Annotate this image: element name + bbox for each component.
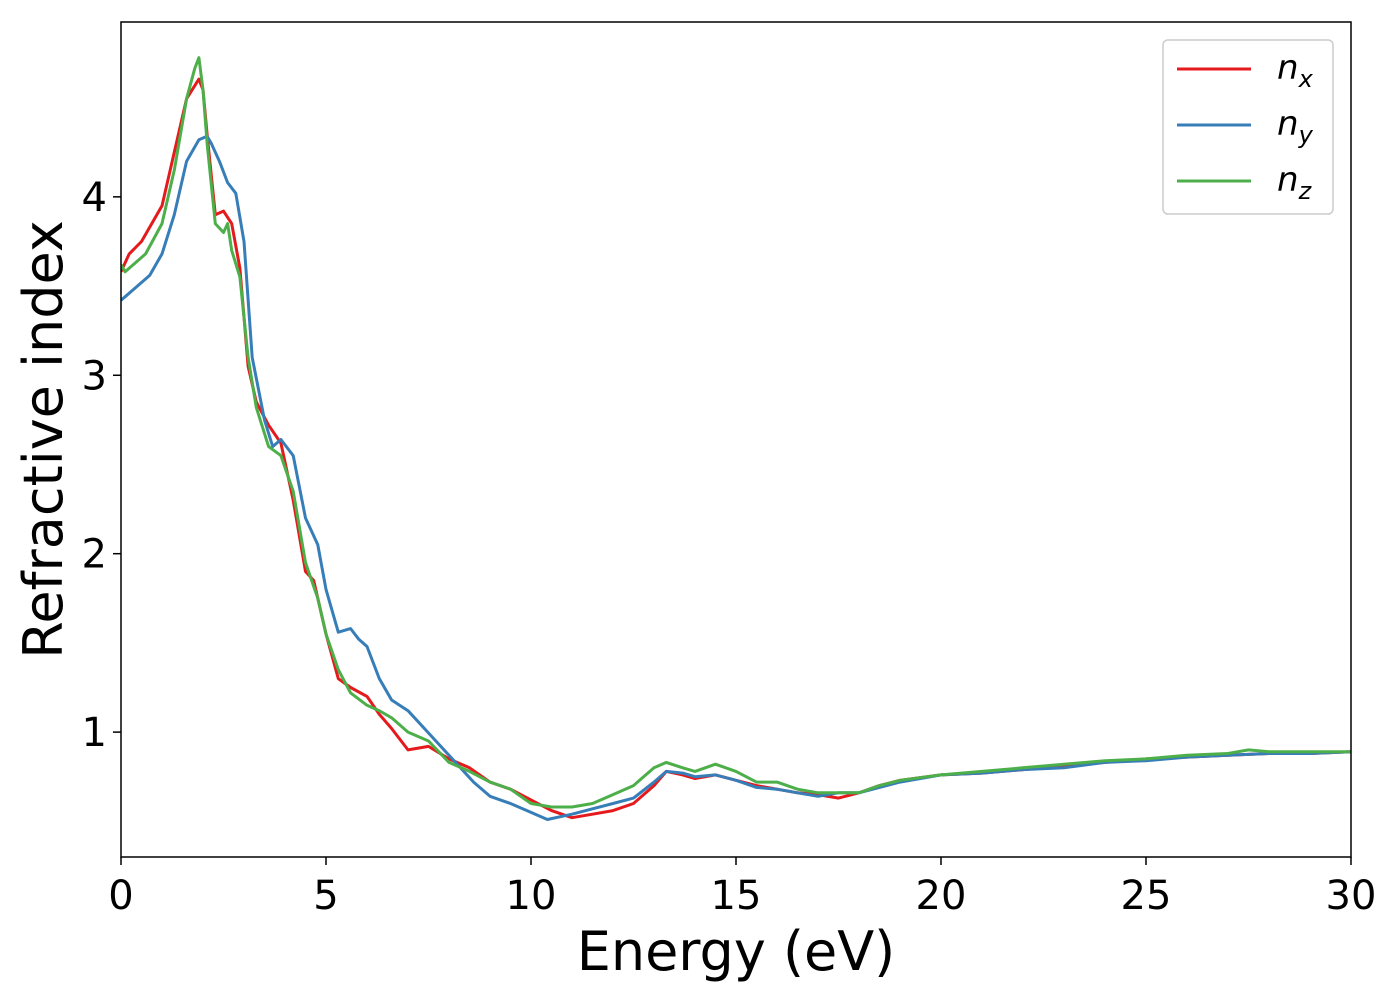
x-tick-label: 0 xyxy=(108,873,133,919)
series-line-z xyxy=(121,56,1351,809)
legend-label-z: nz xyxy=(1277,160,1313,205)
y-tick-label: 1 xyxy=(82,710,107,756)
plot-lines xyxy=(121,56,1351,821)
x-tick-label: 25 xyxy=(1121,873,1172,919)
y-tick-label: 2 xyxy=(82,532,107,578)
legend: nx ny nz xyxy=(1162,39,1334,215)
x-tick-label: 5 xyxy=(313,873,338,919)
y-axis-ticks: 1 2 3 4 xyxy=(82,175,121,756)
y-tick-label: 3 xyxy=(82,353,107,399)
legend-label-x: nx xyxy=(1277,48,1314,93)
x-axis-label: Energy (eV) xyxy=(577,920,896,983)
y-axis-label: Refractive index xyxy=(12,220,75,659)
x-tick-label: 30 xyxy=(1326,873,1377,919)
legend-box xyxy=(1162,39,1334,215)
x-tick-label: 10 xyxy=(506,873,557,919)
x-axis-ticks: 0 5 10 15 20 25 30 xyxy=(108,857,1376,919)
series-line-y xyxy=(121,134,1351,821)
y-tick-label: 4 xyxy=(82,175,107,221)
legend-label-y: ny xyxy=(1277,104,1314,149)
x-tick-label: 15 xyxy=(711,873,762,919)
x-tick-label: 20 xyxy=(916,873,967,919)
